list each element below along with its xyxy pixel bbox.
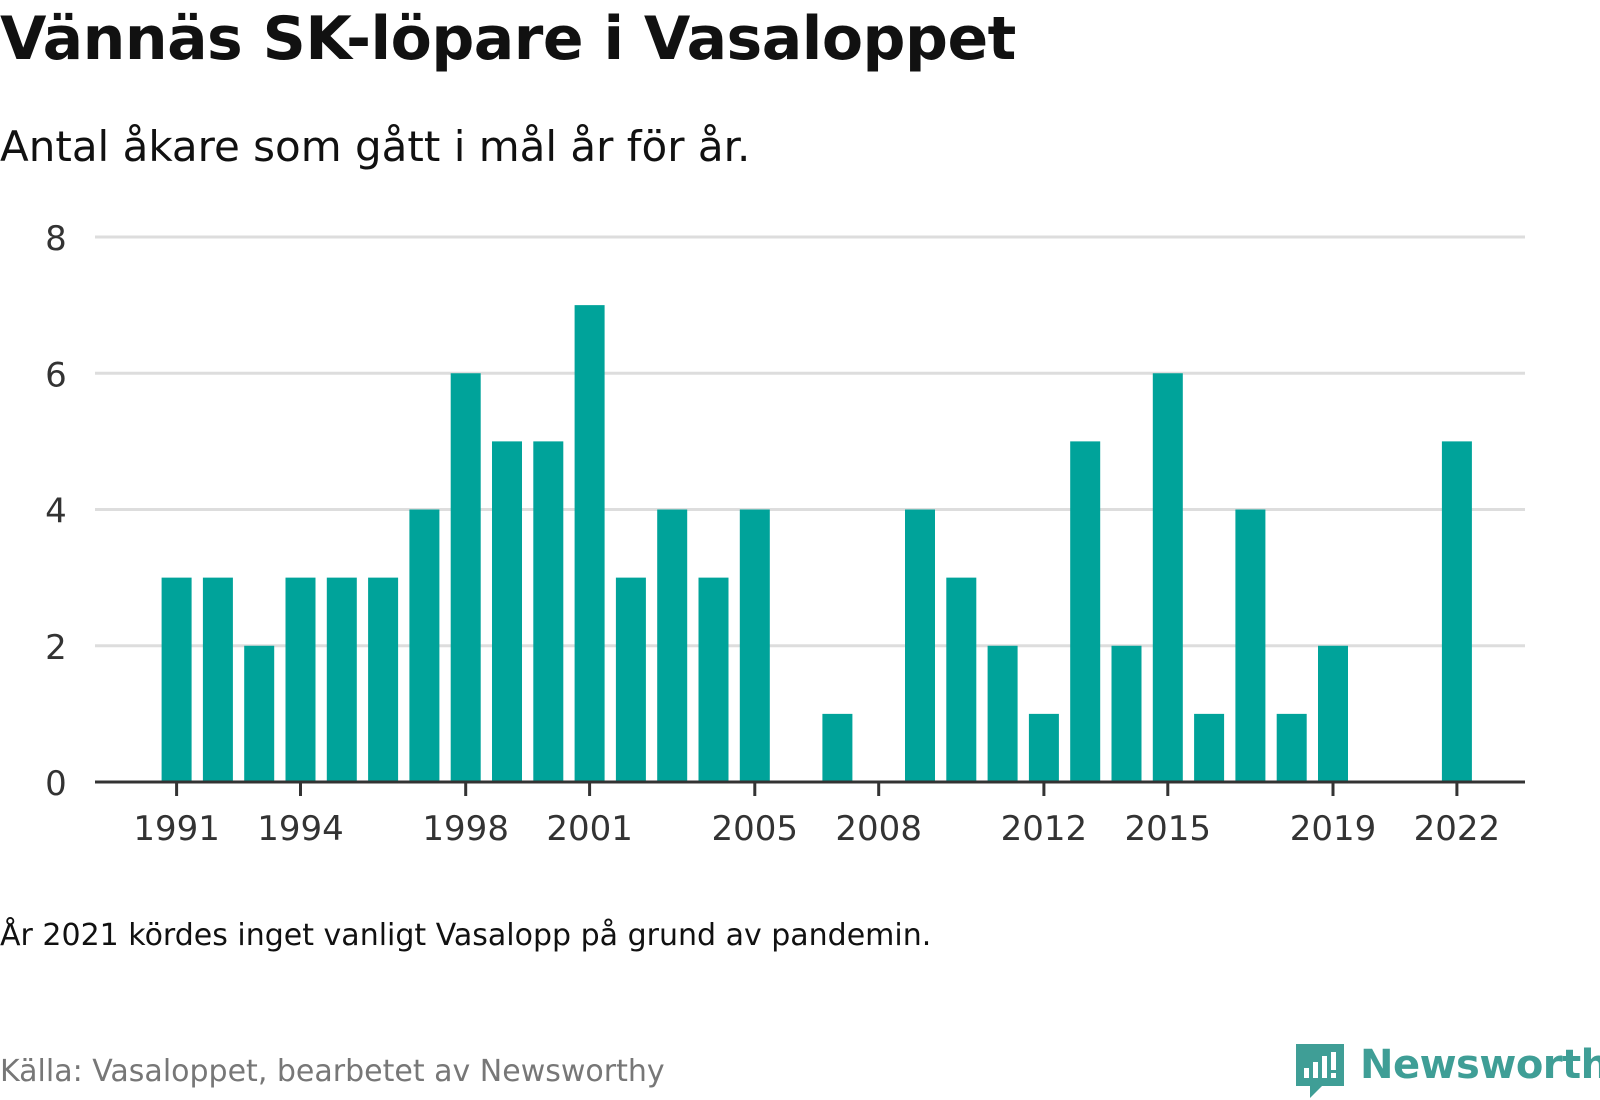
bar-1995[interactable] xyxy=(326,577,357,782)
bar-1999[interactable] xyxy=(492,441,522,782)
y-tick-label: 8 xyxy=(45,219,67,259)
y-tick-label: 6 xyxy=(45,355,67,395)
newsworthy-logo-icon xyxy=(1296,1044,1344,1098)
source-line: Källa: Vasaloppet, bearbetet av Newswort… xyxy=(0,1054,665,1089)
bar-2003[interactable] xyxy=(657,509,688,783)
bar-2002[interactable] xyxy=(615,577,646,782)
bar-2015[interactable] xyxy=(1152,373,1183,782)
x-tick-label: 1991 xyxy=(133,809,220,849)
y-axis-labels: 0 2 4 6 8 xyxy=(45,219,67,804)
chart-subtitle: Antal åkare som gått i mål år för år. xyxy=(0,122,751,171)
x-tick-label: 2012 xyxy=(1001,809,1088,849)
y-tick-label: 2 xyxy=(45,628,67,668)
x-tick-label: 2015 xyxy=(1125,809,1212,849)
bar-2014[interactable] xyxy=(1111,645,1142,782)
x-tick-label: 1998 xyxy=(422,809,509,849)
bar-2005[interactable] xyxy=(739,509,770,783)
x-tick-label: 2019 xyxy=(1290,809,1377,849)
bar-2010[interactable] xyxy=(946,577,977,782)
x-tick-label: 2008 xyxy=(835,809,922,849)
chart-note: År 2021 kördes inget vanligt Vasalopp på… xyxy=(0,918,932,953)
bar-2018[interactable] xyxy=(1276,713,1307,782)
bar-1993[interactable] xyxy=(244,645,275,782)
bar-2004[interactable] xyxy=(698,577,729,782)
bar-1991[interactable] xyxy=(161,577,192,782)
bar-1998[interactable] xyxy=(450,373,481,782)
bar-1994[interactable] xyxy=(285,577,316,782)
bar-2019[interactable] xyxy=(1318,645,1348,782)
y-tick-label: 0 xyxy=(45,764,67,804)
x-tick-label: 1994 xyxy=(257,809,344,849)
x-tick-label: 2022 xyxy=(1414,809,1501,849)
bar-1996[interactable] xyxy=(368,577,399,782)
bar-2012[interactable] xyxy=(1028,713,1059,782)
y-tick-label: 4 xyxy=(45,492,67,532)
bar-2001[interactable] xyxy=(574,305,605,782)
bar-2011[interactable] xyxy=(987,645,1018,782)
bar-2000[interactable] xyxy=(533,441,564,782)
bar-2007[interactable] xyxy=(822,713,853,782)
x-axis: 1991 1994 1998 2001 2005 2008 2012 2015 2019 2022 xyxy=(95,780,1525,849)
bar-2022[interactable] xyxy=(1441,441,1472,782)
chart-title: Vännäs SK-löpare i Vasaloppet xyxy=(0,4,1016,74)
bar-2013[interactable] xyxy=(1070,441,1101,782)
bar-chart: 1991 1994 1998 2001 2005 2008 2012 2015 2019 2022… xyxy=(45,219,1525,849)
bars xyxy=(161,305,1472,783)
gridlines xyxy=(95,235,1525,648)
bar-1997[interactable] xyxy=(409,509,440,783)
bar-2016[interactable] xyxy=(1194,713,1225,782)
bar-2017[interactable] xyxy=(1235,509,1266,783)
bar-2009[interactable] xyxy=(905,509,935,783)
x-tick-label: 2005 xyxy=(712,809,799,849)
bar-1992[interactable] xyxy=(202,577,233,782)
x-tick-label: 2001 xyxy=(546,809,633,849)
brand-name: Newsworthy xyxy=(1360,1042,1600,1088)
